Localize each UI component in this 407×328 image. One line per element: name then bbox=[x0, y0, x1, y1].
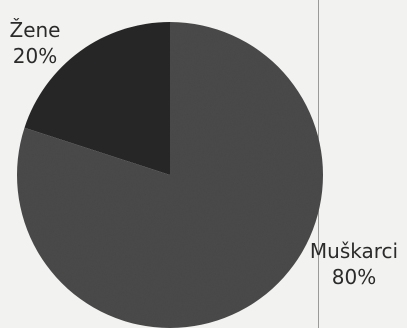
pie-slice-zene bbox=[24, 22, 170, 175]
slice-name: Muškarci bbox=[309, 239, 399, 263]
slice-value: 20% bbox=[12, 44, 58, 68]
slice-label-zene: Žene 20% bbox=[2, 17, 68, 69]
slice-name: Žene bbox=[9, 18, 61, 42]
pie-slice-muskarci bbox=[17, 22, 323, 328]
slice-label-muskarci: Muškarci 80% bbox=[304, 238, 404, 290]
slice-value: 80% bbox=[331, 265, 377, 289]
